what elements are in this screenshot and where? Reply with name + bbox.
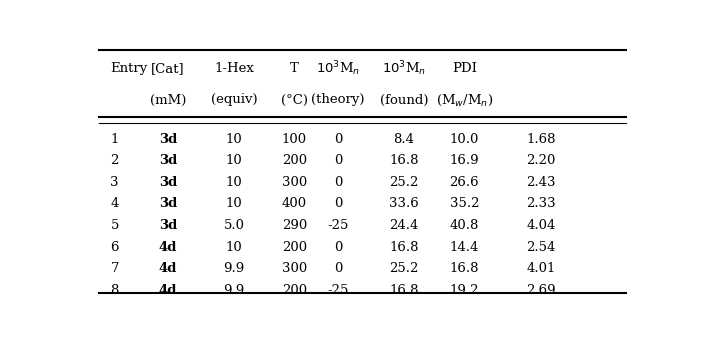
Text: $10^3$M$_n$: $10^3$M$_n$ <box>382 59 426 78</box>
Text: 25.2: 25.2 <box>389 262 418 275</box>
Text: -25: -25 <box>328 284 349 297</box>
Text: 4d: 4d <box>159 262 177 275</box>
Text: 4.01: 4.01 <box>527 262 556 275</box>
Text: 2.33: 2.33 <box>526 197 556 210</box>
Text: 35.2: 35.2 <box>450 197 479 210</box>
Text: 0: 0 <box>334 197 343 210</box>
Text: 10: 10 <box>226 133 242 146</box>
Text: 3d: 3d <box>159 197 177 210</box>
Text: 200: 200 <box>282 284 307 297</box>
Text: (theory): (theory) <box>312 93 365 106</box>
Text: 6: 6 <box>110 240 119 254</box>
Text: -25: -25 <box>328 219 349 232</box>
Text: (°C): (°C) <box>281 93 308 106</box>
Text: 10: 10 <box>226 176 242 189</box>
Text: (found): (found) <box>379 93 428 106</box>
Text: $10^3$M$_n$: $10^3$M$_n$ <box>316 59 360 78</box>
Text: 200: 200 <box>282 240 307 254</box>
Text: 14.4: 14.4 <box>450 240 479 254</box>
Text: 4: 4 <box>110 197 119 210</box>
Text: 19.2: 19.2 <box>450 284 479 297</box>
Text: 10: 10 <box>226 154 242 167</box>
Text: 1-Hex: 1-Hex <box>214 62 254 75</box>
Text: 10: 10 <box>226 240 242 254</box>
Text: 3: 3 <box>110 176 119 189</box>
Text: 4.04: 4.04 <box>527 219 556 232</box>
Text: 5: 5 <box>110 219 119 232</box>
Text: 4d: 4d <box>159 240 177 254</box>
Text: 16.8: 16.8 <box>389 284 418 297</box>
Text: 0: 0 <box>334 176 343 189</box>
Text: 2.43: 2.43 <box>527 176 556 189</box>
Text: 7: 7 <box>110 262 119 275</box>
Text: 3d: 3d <box>159 133 177 146</box>
Text: 40.8: 40.8 <box>450 219 479 232</box>
Text: 16.9: 16.9 <box>450 154 479 167</box>
Text: 1.68: 1.68 <box>527 133 556 146</box>
Text: 4d: 4d <box>159 284 177 297</box>
Text: 3d: 3d <box>159 154 177 167</box>
Text: (equiv): (equiv) <box>210 93 257 106</box>
Text: 8: 8 <box>110 284 119 297</box>
Text: 24.4: 24.4 <box>389 219 418 232</box>
Text: PDI: PDI <box>452 62 477 75</box>
Text: 33.6: 33.6 <box>389 197 419 210</box>
Text: 200: 200 <box>282 154 307 167</box>
Text: 1: 1 <box>110 133 119 146</box>
Text: [Cat]: [Cat] <box>152 62 185 75</box>
Text: 290: 290 <box>282 219 307 232</box>
Text: (mM): (mM) <box>150 93 186 106</box>
Text: 9.9: 9.9 <box>223 284 244 297</box>
Text: 300: 300 <box>282 262 307 275</box>
Text: 0: 0 <box>334 240 343 254</box>
Text: 5.0: 5.0 <box>224 219 244 232</box>
Text: 2.54: 2.54 <box>527 240 556 254</box>
Text: 0: 0 <box>334 154 343 167</box>
Text: 2.20: 2.20 <box>527 154 556 167</box>
Text: 300: 300 <box>282 176 307 189</box>
Text: 2: 2 <box>110 154 119 167</box>
Text: 16.8: 16.8 <box>450 262 479 275</box>
Text: 10: 10 <box>226 197 242 210</box>
Text: 9.9: 9.9 <box>223 262 244 275</box>
Text: 16.8: 16.8 <box>389 240 418 254</box>
Text: 0: 0 <box>334 133 343 146</box>
Text: 3d: 3d <box>159 219 177 232</box>
Text: 3d: 3d <box>159 176 177 189</box>
Text: (M$_w$/M$_n$): (M$_w$/M$_n$) <box>435 92 493 108</box>
Text: T: T <box>290 62 299 75</box>
Text: 25.2: 25.2 <box>389 176 418 189</box>
Text: 10.0: 10.0 <box>450 133 479 146</box>
Text: 0: 0 <box>334 262 343 275</box>
Text: 400: 400 <box>282 197 307 210</box>
Text: 100: 100 <box>282 133 307 146</box>
Text: 8.4: 8.4 <box>394 133 414 146</box>
Text: 2.69: 2.69 <box>526 284 556 297</box>
Text: Entry: Entry <box>110 62 148 75</box>
Text: 26.6: 26.6 <box>450 176 479 189</box>
Text: 16.8: 16.8 <box>389 154 418 167</box>
